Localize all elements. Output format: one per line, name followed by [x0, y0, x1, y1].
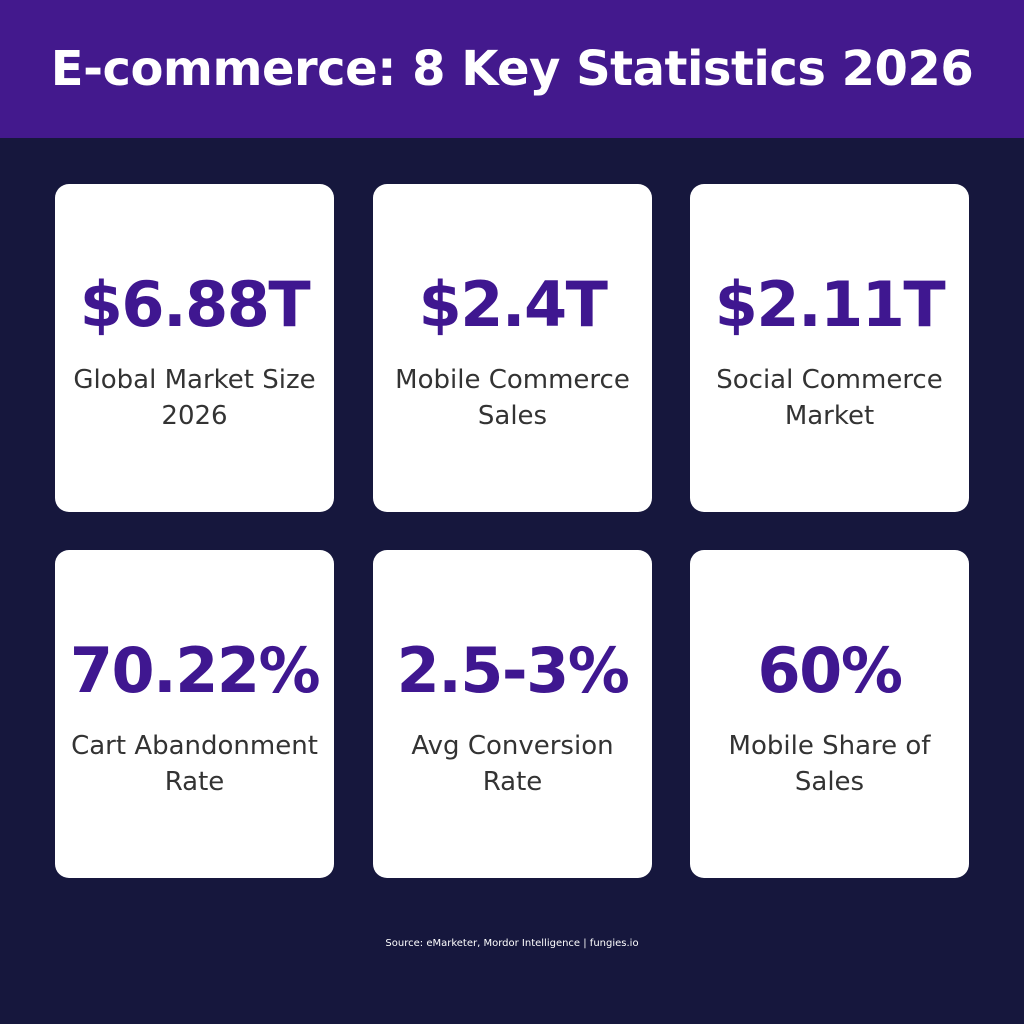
stat-label: Cart Abandonment Rate	[71, 731, 318, 797]
stat-card-mobile-commerce-sales: $2.4T Mobile Commerce Sales	[373, 184, 652, 512]
stat-value: 2.5-3%	[396, 634, 630, 707]
stat-value: 60%	[757, 634, 903, 707]
stat-value: $2.4T	[418, 268, 608, 341]
stat-card-avg-conversion-rate: 2.5-3% Avg Conversion Rate	[373, 550, 652, 878]
stat-label: Global Market Size 2026	[73, 365, 316, 431]
stat-label: Social Commerce Market	[716, 365, 943, 431]
stat-card-social-commerce-market: $2.11T Social Commerce Market	[690, 184, 969, 512]
page-title: E-commerce: 8 Key Statistics 2026	[50, 41, 974, 97]
stat-card-global-market-size: $6.88T Global Market Size 2026	[55, 184, 334, 512]
stat-card-cart-abandonment-rate: 70.22% Cart Abandonment Rate	[55, 550, 334, 878]
stat-value: $2.11T	[714, 268, 946, 341]
stat-card-mobile-share-of-sales: 60% Mobile Share of Sales	[690, 550, 969, 878]
stat-label: Avg Conversion Rate	[411, 731, 614, 797]
stat-value: 70.22%	[69, 634, 321, 707]
title-banner: E-commerce: 8 Key Statistics 2026	[0, 0, 1024, 138]
stat-label: Mobile Share of Sales	[728, 731, 931, 797]
stat-label: Mobile Commerce Sales	[395, 365, 630, 431]
source-footer: Source: eMarketer, Mordor Intelligence |…	[385, 938, 639, 949]
stat-value: $6.88T	[79, 268, 311, 341]
